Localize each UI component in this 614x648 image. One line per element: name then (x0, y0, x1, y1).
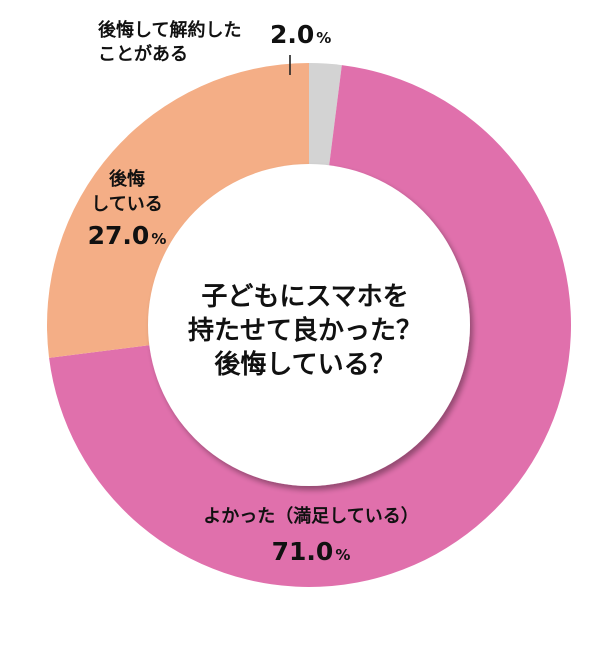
slice-value-regret: 27.0% (88, 221, 167, 250)
slice-label-regret-line-1: 後悔 (109, 168, 145, 190)
center-question: 子どもにスマホを 持たせて良かった？ 後悔している？ (188, 282, 422, 380)
slice-label-regret: 後悔 している 27.0% (88, 168, 167, 250)
slice-label-cancelled: 後悔して解約した ことがある 2.0% (98, 19, 331, 75)
slice-value-cancelled-unit: % (316, 29, 331, 47)
slice-value-satisfied-number: 71.0 (272, 537, 334, 566)
slice-label-cancelled-line-2: ことがある (98, 43, 188, 65)
slice-value-regret-unit: % (151, 230, 166, 248)
slice-label-satisfied: よかった（満足している） 71.0% (203, 505, 418, 566)
donut-hole (148, 164, 470, 486)
center-line-2: 持たせて良かった？ (188, 315, 422, 346)
slice-label-satisfied-line-1: よかった（満足している） (203, 505, 418, 527)
slice-value-satisfied: 71.0% (272, 537, 351, 566)
slice-value-cancelled-number: 2.0 (270, 20, 314, 49)
slice-label-regret-line-2: している (91, 194, 162, 215)
slice-value-cancelled: 2.0% (270, 20, 331, 49)
slice-value-satisfied-unit: % (335, 546, 350, 564)
center-line-3: 後悔している？ (214, 349, 395, 380)
slice-label-cancelled-line-1: 後悔して解約した (98, 19, 241, 41)
slice-value-regret-number: 27.0 (88, 221, 150, 250)
center-line-1: 子どもにスマホを (201, 282, 408, 312)
